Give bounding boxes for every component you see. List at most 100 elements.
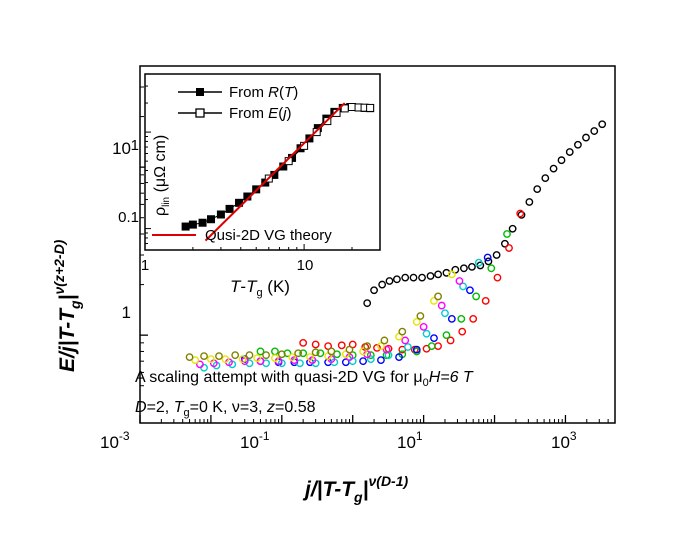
- legend-label-e: From E(j): [229, 105, 292, 122]
- data-point: [288, 353, 297, 362]
- inset-data: [181, 102, 375, 242]
- data-point: [459, 282, 467, 291]
- inset-chart: From R(T) From E(j) Qusi-2D VG theory 1 …: [118, 73, 381, 299]
- data-point: [517, 210, 526, 219]
- data-point: [419, 322, 428, 331]
- legend-filled-square-marker: [196, 88, 204, 96]
- x-tick-label-2: 10-1: [240, 429, 270, 452]
- data-point: [409, 273, 418, 282]
- data-point: [574, 140, 582, 149]
- legend-label-r: From R(T): [229, 84, 298, 101]
- data-point: [434, 292, 442, 301]
- data-point: [185, 353, 194, 362]
- data-point: [481, 296, 490, 305]
- data-point: [299, 349, 308, 358]
- data-point: [382, 345, 391, 354]
- data-point: [311, 348, 320, 357]
- data-point: [363, 299, 372, 308]
- data-point: [401, 273, 410, 282]
- data-point: [385, 277, 394, 285]
- data-point: [505, 244, 513, 252]
- data-point: [446, 336, 455, 345]
- data-point: [277, 350, 286, 359]
- data-point: [484, 257, 493, 266]
- data-point: [493, 273, 502, 282]
- x-tick-label-3: 101: [397, 429, 423, 452]
- data-point: [474, 258, 483, 267]
- filled-square-marker: [216, 210, 225, 219]
- data-point: [262, 351, 270, 360]
- x-tick-label-4: 103: [551, 429, 577, 452]
- y-tick-label-1: 1: [122, 303, 131, 322]
- data-point: [416, 312, 425, 320]
- data-point: [441, 309, 449, 318]
- data-point: [240, 357, 249, 366]
- inset-axis-ticks: [144, 85, 381, 250]
- inset-legend: From R(T) From E(j) Qusi-2D VG theory: [152, 84, 332, 244]
- main-series-2: [256, 230, 511, 360]
- data-point: [401, 336, 410, 345]
- y-tick-label-10: 10: [112, 139, 131, 158]
- data-point: [345, 345, 354, 354]
- data-point: [403, 343, 412, 351]
- data-point: [418, 273, 426, 282]
- data-point: [196, 360, 204, 369]
- data-point: [466, 286, 474, 295]
- data-point: [516, 209, 525, 218]
- inset-y-axis-title: ρlin (μΩ cm): [152, 135, 172, 216]
- data-point: [492, 251, 501, 259]
- inset-x-tick-10: 10: [297, 257, 314, 274]
- main-series-7: [185, 292, 442, 362]
- filled-square-marker: [188, 220, 197, 229]
- data-point: [525, 198, 534, 206]
- data-point: [377, 342, 385, 351]
- data-point: [412, 345, 421, 354]
- data-point: [370, 286, 378, 295]
- data-point: [271, 347, 279, 356]
- data-point: [359, 357, 367, 366]
- data-point: [549, 164, 558, 173]
- main-series-0: [363, 120, 607, 308]
- open-square-marker: [332, 108, 341, 117]
- data-point: [598, 120, 607, 129]
- data-point: [590, 127, 599, 135]
- data-point: [378, 280, 387, 289]
- data-point: [508, 224, 517, 233]
- data-point: [373, 343, 381, 352]
- main-x-axis-title: j/|T-Tg|ν(D-1): [302, 473, 409, 505]
- main-axis-ticks: [139, 86, 609, 424]
- main-data-points: [185, 120, 607, 372]
- annotation-scaling: A scaling attempt with quasi-2D VG for μ…: [135, 369, 474, 389]
- x-tick-label-1: 10-3: [100, 429, 130, 452]
- data-point: [363, 342, 372, 351]
- data-point: [565, 148, 574, 156]
- data-point: [434, 270, 442, 279]
- data-point: [245, 351, 254, 360]
- theory-line: [204, 102, 346, 242]
- data-point: [316, 349, 325, 358]
- inset-y-tick-labels: 0.1 1: [118, 137, 139, 226]
- main-x-tick-labels: 10-3 10-1 101 103: [100, 429, 577, 452]
- data-point: [221, 355, 230, 364]
- main-series-6: [191, 270, 456, 365]
- data-point: [460, 264, 468, 273]
- data-point: [395, 353, 403, 362]
- data-point: [380, 336, 389, 345]
- data-point: [207, 355, 215, 364]
- data-point: [412, 317, 421, 326]
- data-point: [271, 354, 279, 363]
- data-point: [557, 156, 566, 165]
- data-point: [427, 342, 436, 351]
- data-point: [472, 292, 481, 301]
- data-point: [393, 275, 401, 284]
- data-point: [311, 340, 320, 349]
- inset-x-axis-title: T-Tg (K): [230, 277, 290, 299]
- data-point: [503, 230, 511, 238]
- data-point: [483, 253, 492, 262]
- main-series-1: [299, 209, 525, 354]
- data-point: [299, 338, 308, 347]
- data-point: [253, 354, 262, 363]
- data-point: [245, 359, 254, 368]
- data-point: [468, 262, 476, 271]
